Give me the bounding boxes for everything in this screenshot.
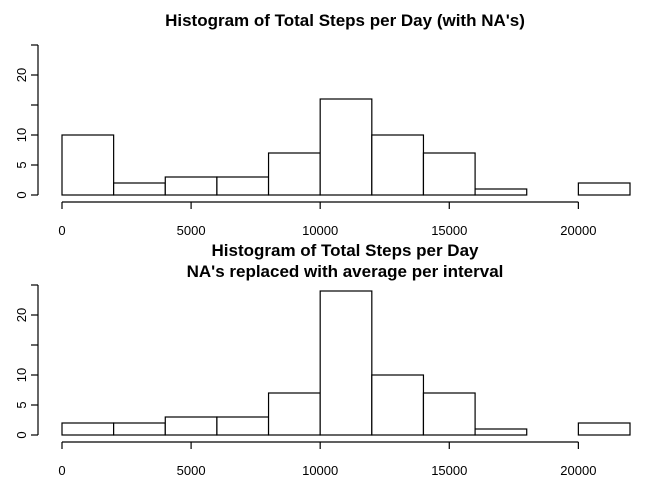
histogram-bar (577, 182, 631, 196)
histogram-bar (422, 392, 476, 436)
x-tick-label: 15000 (431, 463, 467, 478)
y-tick-label: 5 (14, 401, 29, 408)
histogram-bar (474, 188, 528, 196)
histogram-bar (267, 392, 321, 436)
x-tick-label: 5000 (177, 223, 206, 238)
y-tick-label: 20 (14, 68, 29, 82)
x-tick-label: 10000 (302, 223, 338, 238)
histogram-bar (371, 374, 425, 436)
histogram-bar (319, 290, 373, 436)
y-tick-label: 10 (14, 128, 29, 142)
y-tick-label: 10 (14, 368, 29, 382)
x-tick-label: 15000 (431, 223, 467, 238)
histogram-bar (319, 98, 373, 196)
histogram-bar (164, 416, 218, 436)
histogram-bar (61, 422, 115, 436)
y-tick-label: 0 (14, 191, 29, 198)
chart-title-na-replaced: Histogram of Total Steps per Day NA's rep… (187, 241, 504, 281)
histogram-bar (422, 152, 476, 196)
histogram-bar (113, 422, 166, 436)
histogram-bar (61, 134, 115, 196)
x-tick-label: 20000 (560, 463, 596, 478)
histogram-bar (113, 182, 166, 196)
x-tick-label: 0 (58, 463, 65, 478)
histogram-bar (267, 152, 321, 196)
x-tick-label: 10000 (302, 463, 338, 478)
y-tick-label: 20 (14, 308, 29, 322)
histogram-bar (164, 176, 218, 196)
x-tick-label: 20000 (560, 223, 596, 238)
histogram-panel-na-replaced: Histogram of Total Steps per Day NA's rep… (14, 241, 631, 478)
histogram-panel-with-na: Histogram of Total Steps per Day (with N… (14, 11, 631, 238)
histogram-bar (216, 176, 270, 196)
x-tick-label: 0 (58, 223, 65, 238)
histogram-bar (371, 134, 425, 196)
histogram-bar (474, 428, 528, 436)
histogram-bar (216, 416, 270, 436)
x-tick-label: 5000 (177, 463, 206, 478)
y-tick-label: 0 (14, 431, 29, 438)
chart-title-with-na: Histogram of Total Steps per Day (with N… (165, 11, 525, 30)
histogram-bar (577, 422, 631, 436)
y-tick-label: 5 (14, 161, 29, 168)
